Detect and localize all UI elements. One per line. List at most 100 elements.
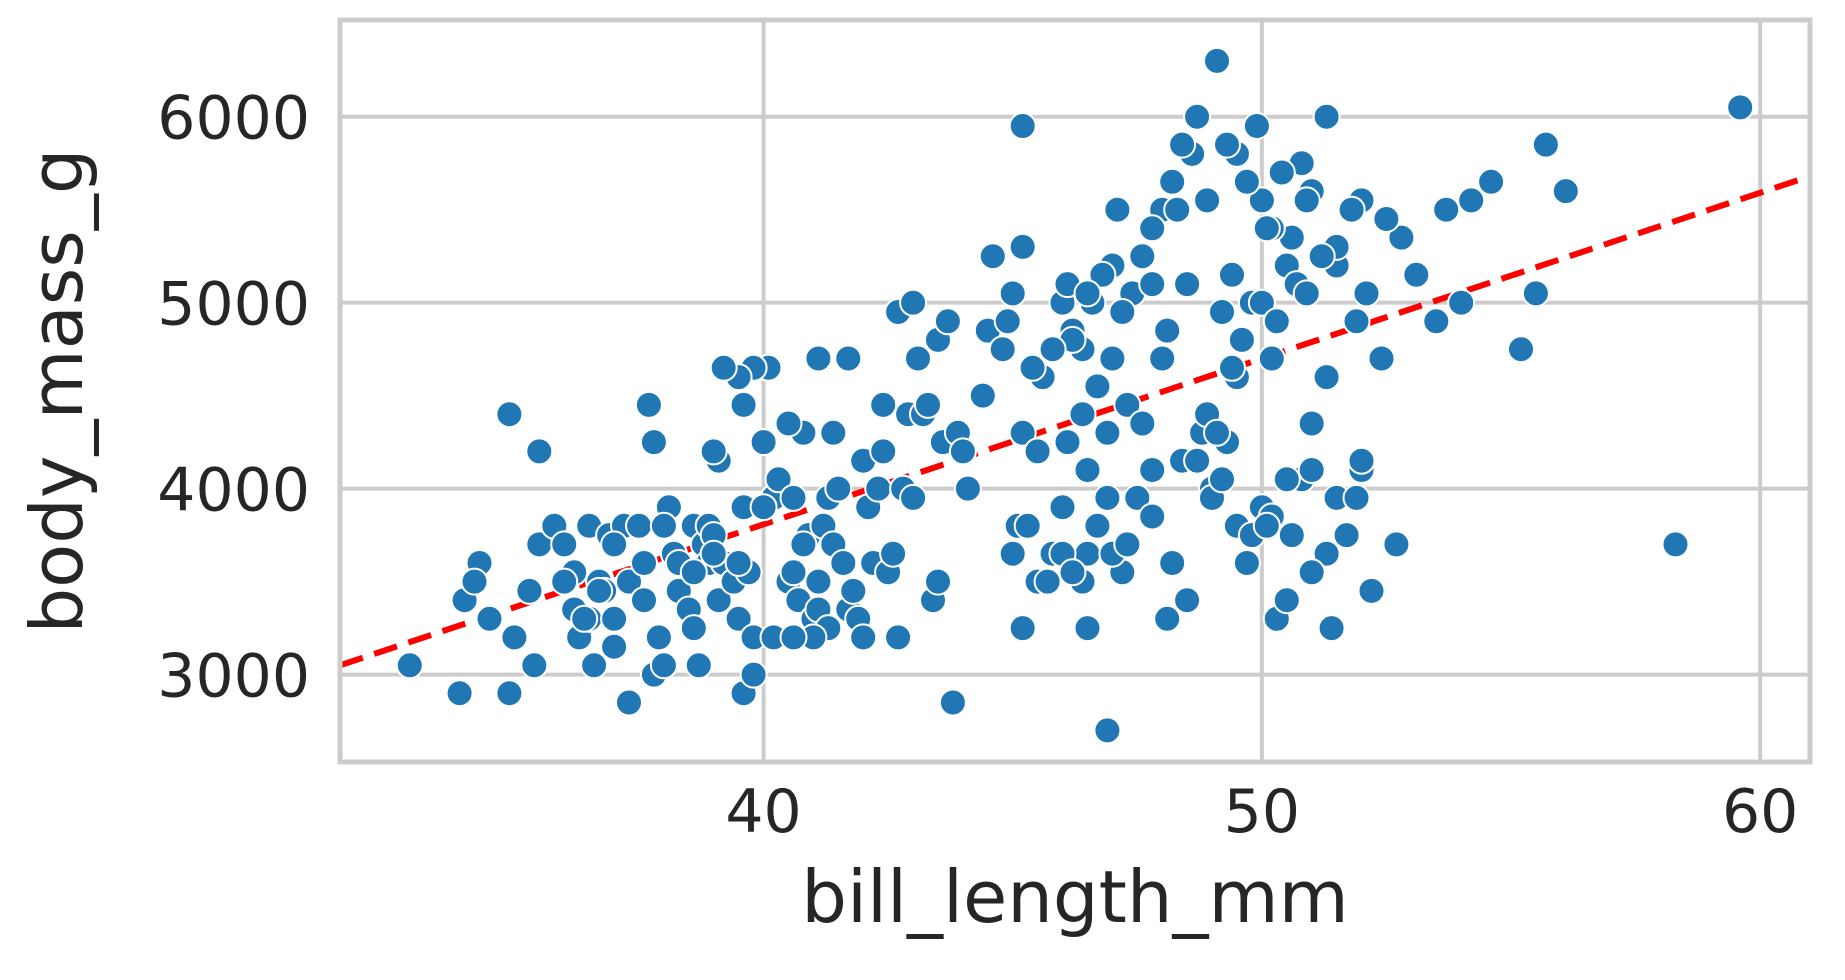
data-point	[724, 604, 753, 633]
data-point	[1252, 511, 1281, 540]
data-point	[460, 567, 489, 596]
data-point	[1312, 363, 1341, 392]
data-point	[515, 576, 544, 605]
data-point	[864, 474, 893, 503]
data-point	[1018, 353, 1047, 382]
data-point	[1247, 186, 1276, 215]
data-point	[829, 549, 858, 577]
data-point	[1088, 260, 1117, 289]
data-point	[1008, 418, 1037, 447]
data-point	[445, 679, 474, 708]
data-point	[1008, 112, 1037, 140]
data-point	[1218, 260, 1246, 289]
data-point	[525, 437, 554, 466]
data-point	[749, 428, 778, 457]
data-point	[1048, 493, 1077, 522]
data-point	[1307, 242, 1336, 271]
data-point	[1153, 316, 1182, 345]
data-point	[1183, 102, 1212, 131]
data-point	[644, 623, 673, 652]
data-point	[1183, 446, 1212, 475]
data-point	[1153, 604, 1182, 633]
data-point	[699, 539, 728, 568]
data-point	[1138, 214, 1167, 243]
data-point	[839, 576, 868, 605]
data-point	[1297, 409, 1326, 438]
data-point	[1227, 325, 1256, 354]
y-tick-label: 5000	[157, 270, 310, 340]
data-point	[709, 353, 738, 382]
y-axis-label: body_mass_g	[15, 148, 99, 633]
data-point	[1108, 298, 1137, 326]
data-point	[1163, 195, 1192, 224]
data-point	[869, 437, 898, 466]
data-point	[749, 493, 778, 522]
data-point	[1367, 344, 1396, 373]
data-point	[1272, 465, 1301, 494]
data-point	[914, 390, 942, 419]
data-point	[948, 437, 977, 466]
data-point	[779, 558, 808, 587]
data-point	[953, 474, 982, 503]
data-point	[774, 409, 803, 438]
x-axis-label: bill_length_mm	[801, 855, 1349, 939]
data-point	[630, 586, 658, 615]
data-point	[933, 307, 962, 336]
data-point	[615, 688, 643, 717]
x-tick-label: 60	[1722, 777, 1798, 847]
data-points	[395, 46, 1755, 745]
data-point	[600, 530, 629, 559]
data-point	[1372, 205, 1401, 233]
data-point	[615, 567, 643, 596]
data-point	[679, 614, 708, 643]
data-point	[1203, 418, 1231, 447]
data-point	[1083, 372, 1112, 401]
data-point	[1402, 260, 1431, 289]
data-point	[684, 651, 713, 680]
data-point	[395, 651, 424, 680]
data-point	[630, 549, 658, 577]
data-point	[1013, 511, 1042, 540]
data-point	[1098, 344, 1127, 373]
data-point	[1352, 279, 1381, 308]
data-point	[1138, 270, 1167, 299]
data-point	[1053, 428, 1082, 457]
data-point	[1138, 502, 1167, 531]
data-point	[1252, 214, 1281, 243]
data-point	[1073, 614, 1102, 643]
data-point	[1158, 167, 1187, 196]
data-point	[1297, 456, 1326, 484]
data-point	[804, 567, 833, 596]
data-point	[993, 307, 1022, 336]
data-point	[1113, 530, 1142, 559]
y-tick-label: 3000	[157, 642, 310, 712]
data-point	[1267, 158, 1296, 187]
plot-frame	[337, 17, 1813, 765]
data-point	[520, 651, 549, 680]
data-point	[704, 586, 733, 615]
x-tick-label: 50	[1224, 777, 1300, 847]
data-point	[1507, 335, 1535, 364]
data-point	[739, 660, 768, 689]
data-point	[1058, 558, 1087, 587]
data-point	[824, 474, 853, 503]
data-point	[849, 623, 878, 652]
data-point	[649, 511, 678, 540]
data-point	[729, 390, 758, 419]
data-point	[634, 390, 663, 419]
data-point	[779, 623, 808, 652]
data-point	[699, 437, 728, 466]
data-point	[1128, 409, 1157, 438]
data-point	[1312, 539, 1341, 568]
data-point	[1521, 279, 1550, 308]
y-tick-label: 4000	[157, 456, 310, 526]
data-point	[1148, 344, 1177, 373]
data-point	[1193, 186, 1222, 215]
data-point	[1337, 195, 1366, 224]
data-point	[495, 679, 524, 708]
data-point	[1083, 511, 1112, 540]
data-point	[1218, 353, 1246, 382]
data-point	[1208, 465, 1236, 494]
data-point	[600, 604, 629, 633]
